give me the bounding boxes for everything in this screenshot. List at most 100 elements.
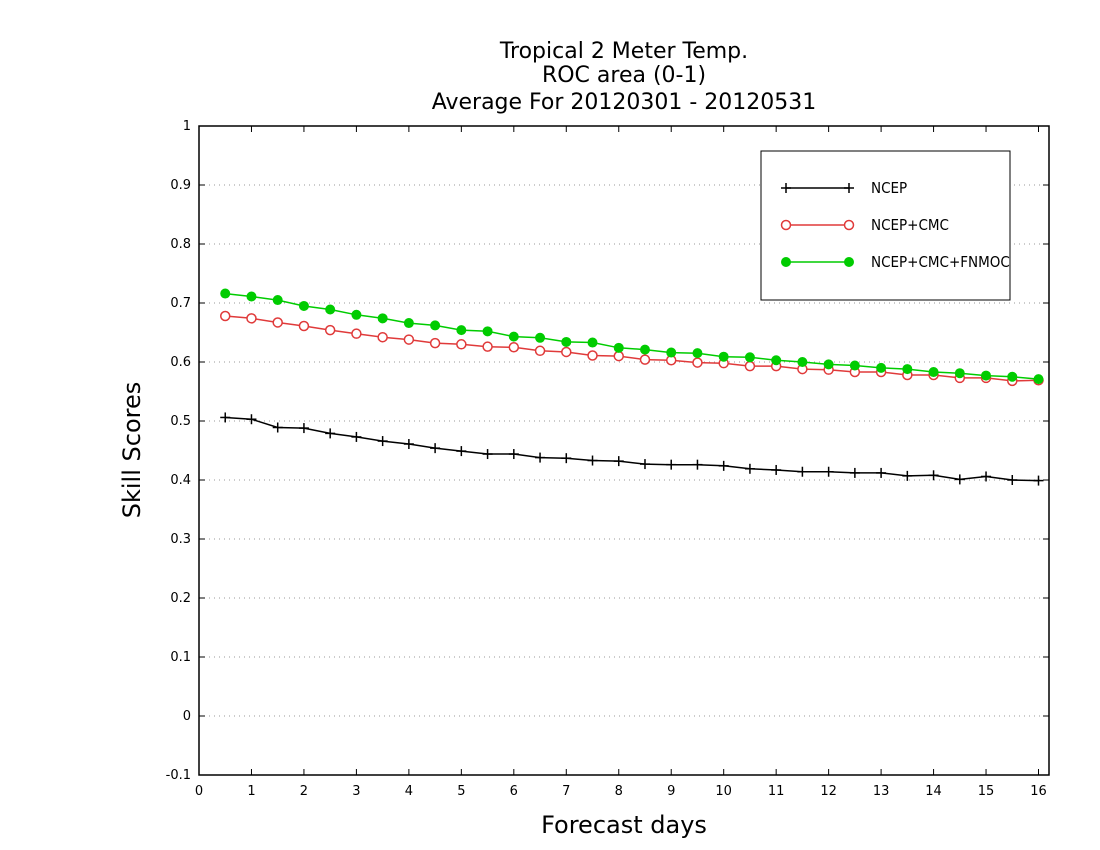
data-point (220, 288, 231, 299)
grid-lines (199, 184, 1049, 717)
data-point (325, 428, 336, 439)
legend-marker (781, 257, 791, 267)
data-point (351, 431, 362, 442)
data-point (587, 455, 598, 466)
chart-title-line-2: ROC area (0-1) (542, 63, 706, 88)
data-point (587, 350, 598, 361)
data-point (744, 352, 755, 363)
data-point (928, 367, 939, 378)
data-point (954, 368, 965, 379)
data-point (797, 466, 808, 477)
x-tick-label: 7 (562, 784, 570, 799)
x-tick-label: 3 (352, 784, 360, 799)
data-point (508, 342, 520, 353)
axes: -0.100.10.20.30.40.50.60.70.80.910 1 2 3 4 5 6… (166, 119, 1050, 799)
data-point (876, 467, 887, 478)
data-point (351, 328, 362, 339)
y-tick-label: 1 (183, 119, 191, 134)
y-tick-label: 0.3 (170, 532, 191, 547)
data-point (639, 344, 650, 355)
data-point (403, 334, 415, 345)
data-point (456, 446, 467, 457)
data-point (534, 345, 546, 357)
data-point (508, 449, 519, 460)
data-point (1007, 475, 1018, 485)
data-point (298, 300, 309, 311)
x-tick-label: 5 (457, 784, 465, 799)
x-tick-label: 12 (820, 784, 837, 799)
data-point (298, 423, 309, 434)
x-tick-label: 9 (667, 784, 675, 799)
x-axis-label: Forecast days (541, 811, 707, 839)
y-tick-label: 0.1 (170, 650, 191, 665)
y-axis-label: Skill Scores (118, 382, 146, 519)
chart-title-line-3: Average For 20120301 - 20120531 (432, 90, 817, 115)
data-point (771, 464, 782, 475)
data-point (902, 470, 913, 481)
data-point (430, 443, 441, 454)
data-point (666, 459, 677, 470)
data-point (246, 414, 257, 425)
data-point (954, 474, 965, 485)
data-point (718, 351, 729, 362)
data-point (561, 453, 572, 464)
x-tick-label: 14 (925, 784, 942, 799)
y-tick-label: 0.2 (170, 591, 191, 606)
data-point (272, 295, 283, 306)
y-tick-label: 0.9 (170, 178, 191, 193)
legend: NCEP NCEP+CMC NCEP+CMC+FNMOC (760, 150, 1011, 301)
data-series (219, 288, 1044, 486)
data-point (219, 310, 231, 322)
x-tick-label: 8 (615, 784, 623, 799)
x-tick-label: 13 (873, 784, 890, 799)
data-point (482, 341, 493, 352)
data-point (744, 463, 755, 474)
y-tick-label: -0.1 (166, 768, 191, 783)
data-point (403, 439, 414, 450)
data-point (377, 436, 388, 447)
data-point (666, 347, 677, 358)
y-tick-label: 0.5 (170, 414, 191, 429)
data-point (298, 320, 310, 332)
data-point (692, 357, 703, 368)
legend-marker (780, 219, 792, 231)
data-point (377, 331, 388, 343)
series-line (225, 292, 1039, 380)
data-point (639, 459, 650, 470)
data-point (482, 449, 493, 460)
data-point (272, 317, 283, 328)
x-tick-label: 15 (978, 784, 995, 799)
data-point (377, 313, 388, 324)
data-point (324, 324, 336, 336)
data-point (744, 360, 756, 372)
chart-title-line-1: Tropical 2 Meter Temp. (499, 39, 748, 64)
data-point (246, 313, 257, 324)
x-tick-label: 1 (247, 784, 255, 799)
data-point (823, 466, 834, 477)
data-point (561, 336, 572, 347)
data-point (1033, 374, 1044, 385)
data-point (246, 291, 257, 302)
x-tick-label: 11 (768, 784, 785, 799)
legend-label: NCEP (871, 179, 907, 197)
data-point (849, 467, 860, 478)
data-point (429, 337, 441, 349)
plot-frame (198, 125, 1050, 776)
y-tick-label: 0.7 (170, 296, 191, 311)
x-tick-label: 16 (1030, 784, 1047, 799)
y-tick-label: 0.4 (170, 473, 191, 488)
x-tick-label: 4 (405, 784, 413, 799)
data-point (902, 364, 913, 375)
x-tick-label: 10 (715, 784, 732, 799)
x-tick-label: 6 (510, 784, 518, 799)
data-point (692, 459, 703, 470)
series-line (225, 416, 1039, 482)
data-point (692, 348, 703, 359)
data-point (220, 412, 231, 423)
legend-label: NCEP+CMC (871, 216, 949, 234)
data-point (613, 456, 624, 467)
x-tick-label: 2 (300, 784, 308, 799)
data-point (587, 337, 598, 348)
